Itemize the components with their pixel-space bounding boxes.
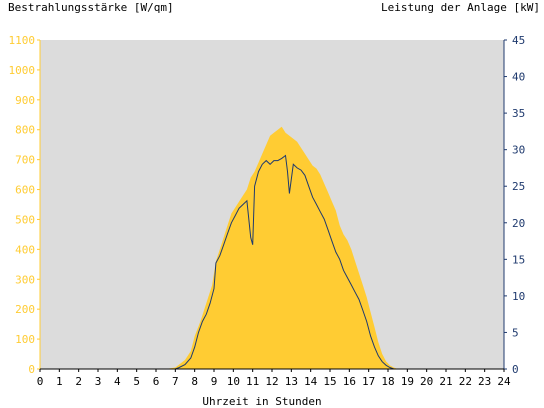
- x-tick-label: 16: [343, 375, 356, 388]
- x-axis-title: Uhrzeit in Stunden: [202, 395, 321, 408]
- y-right-tick-label: 35: [512, 107, 525, 120]
- x-tick-label: 15: [323, 375, 336, 388]
- x-tick-label: 14: [304, 375, 318, 388]
- y-left-tick-label: 0: [28, 363, 35, 376]
- y-right-tick-label: 30: [512, 144, 525, 157]
- x-tick-label: 7: [172, 375, 179, 388]
- y-left-tick-label: 1000: [9, 64, 36, 77]
- y-right-tick-label: 40: [512, 71, 525, 84]
- x-tick-label: 4: [114, 375, 121, 388]
- y-right-tick-label: 25: [512, 180, 525, 193]
- y-left-tick-label: 400: [15, 243, 35, 256]
- x-tick-label: 12: [265, 375, 278, 388]
- x-tick-label: 22: [459, 375, 472, 388]
- x-tick-label: 18: [381, 375, 394, 388]
- x-tick-label: 1: [56, 375, 63, 388]
- x-tick-label: 6: [153, 375, 160, 388]
- axes-layer: 0100200300400500600700800900100011000510…: [9, 34, 526, 388]
- irradiance-area: [40, 126, 504, 369]
- x-tick-label: 21: [439, 375, 452, 388]
- x-tick-label: 19: [401, 375, 414, 388]
- x-tick-label: 2: [75, 375, 82, 388]
- series-layer: [40, 126, 504, 370]
- x-tick-label: 24: [497, 375, 511, 388]
- x-tick-label: 13: [285, 375, 298, 388]
- y-right-tick-label: 0: [512, 363, 519, 376]
- x-tick-label: 17: [362, 375, 375, 388]
- x-tick-label: 11: [246, 375, 259, 388]
- y-left-tick-label: 700: [15, 154, 35, 167]
- x-tick-label: 3: [95, 375, 102, 388]
- x-tick-label: 9: [211, 375, 218, 388]
- y-left-tick-label: 800: [15, 124, 35, 137]
- y-left-tick-label: 300: [15, 273, 35, 286]
- y-left-tick-label: 600: [15, 184, 35, 197]
- y-right-tick-label: 5: [512, 326, 519, 339]
- y-left-tick-label: 1100: [9, 34, 36, 47]
- y-right-tick-label: 15: [512, 253, 525, 266]
- x-tick-label: 20: [420, 375, 433, 388]
- left-axis-title: Bestrahlungsstärke [W/qm]: [8, 1, 174, 14]
- y-left-tick-label: 200: [15, 303, 35, 316]
- y-right-tick-label: 10: [512, 290, 525, 303]
- x-tick-label: 5: [133, 375, 140, 388]
- right-axis-title: Leistung der Anlage [kW]: [381, 1, 540, 14]
- y-left-tick-label: 100: [15, 333, 35, 346]
- y-right-tick-label: 45: [512, 34, 525, 47]
- x-tick-label: 10: [227, 375, 240, 388]
- x-tick-label: 0: [37, 375, 44, 388]
- y-left-tick-label: 900: [15, 94, 35, 107]
- x-tick-label: 8: [191, 375, 198, 388]
- y-left-tick-label: 500: [15, 213, 35, 226]
- power-line: [40, 154, 504, 370]
- x-tick-label: 23: [478, 375, 491, 388]
- y-right-tick-label: 20: [512, 217, 525, 230]
